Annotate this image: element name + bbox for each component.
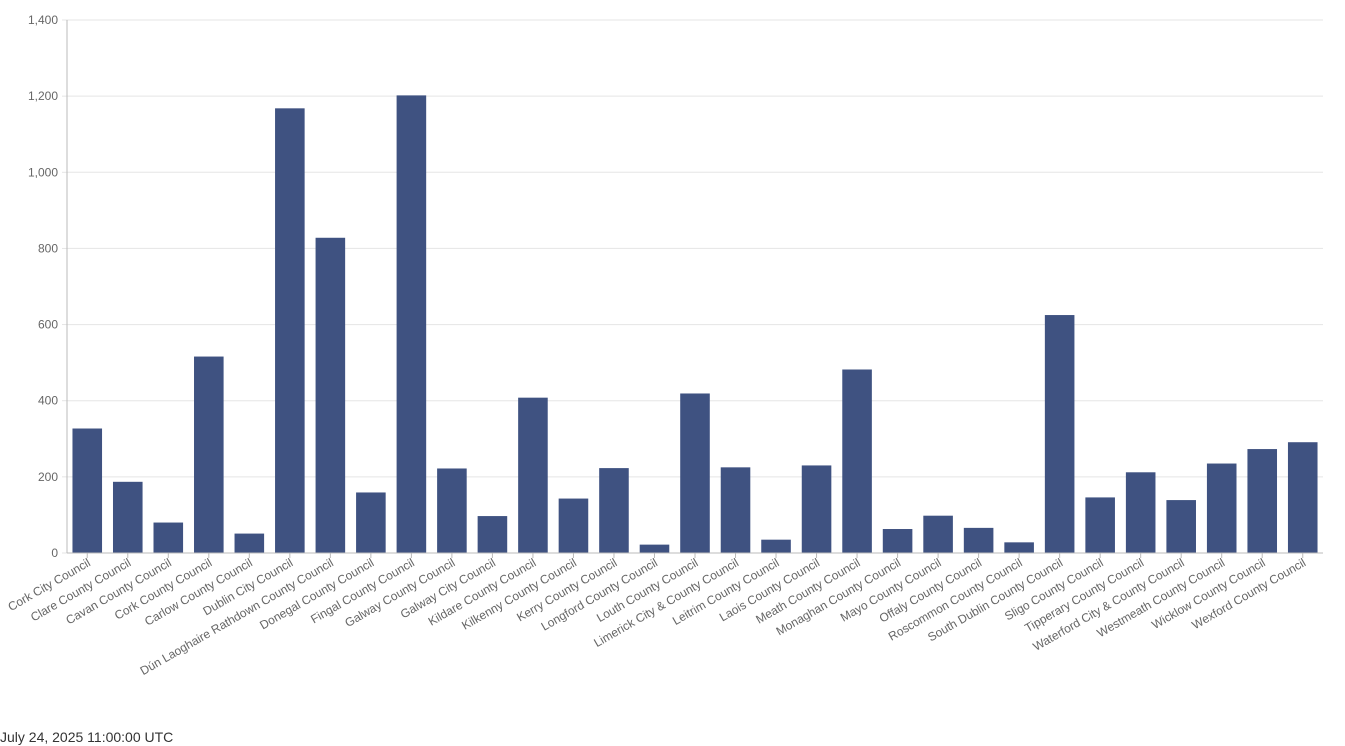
bars	[72, 95, 1318, 554]
bar[interactable]	[1044, 315, 1075, 553]
y-tick-label: 0	[51, 546, 58, 560]
bar[interactable]	[315, 237, 346, 554]
bar[interactable]	[680, 393, 710, 553]
bar[interactable]	[437, 468, 467, 553]
y-tick-label: 400	[38, 394, 58, 408]
bar[interactable]	[1166, 500, 1196, 553]
bar[interactable]	[1206, 463, 1237, 553]
bar[interactable]	[1004, 542, 1034, 553]
bar[interactable]	[356, 492, 386, 553]
bar[interactable]	[801, 465, 832, 553]
bar[interactable]	[234, 533, 265, 553]
timestamp: July 24, 2025 11:00:00 UTC	[0, 729, 174, 745]
y-axis-ticks: 0 200 400 600 800 1,000 1,200 1,400	[28, 13, 67, 560]
bar[interactable]	[275, 108, 305, 553]
bar[interactable]	[1125, 472, 1156, 553]
bar[interactable]	[112, 481, 143, 553]
bar[interactable]	[599, 468, 629, 553]
bar[interactable]	[720, 467, 751, 553]
bar[interactable]	[639, 544, 670, 553]
bar[interactable]	[194, 356, 224, 553]
bar[interactable]	[558, 498, 589, 553]
bar[interactable]	[923, 515, 953, 553]
bar[interactable]	[396, 95, 427, 553]
bar[interactable]	[72, 428, 103, 553]
bar[interactable]	[153, 522, 184, 553]
y-tick-label: 1,400	[28, 13, 58, 27]
bar[interactable]	[518, 397, 548, 553]
bar-chart: 0 200 400 600 800 1,000 1,200 1,400 Cork City C…	[5, 13, 1323, 714]
y-tick-label: 200	[38, 470, 58, 484]
bar[interactable]	[1085, 497, 1115, 553]
y-tick-label: 1,000	[28, 165, 58, 179]
bar[interactable]	[477, 516, 508, 553]
y-tick-label: 1,200	[28, 89, 58, 103]
bar[interactable]	[761, 539, 791, 553]
axes	[66, 20, 1323, 558]
bar[interactable]	[842, 369, 872, 553]
bar[interactable]	[1287, 442, 1318, 553]
bar[interactable]	[1247, 449, 1278, 553]
y-tick-label: 800	[38, 241, 58, 255]
bar[interactable]	[882, 529, 913, 553]
bar[interactable]	[963, 527, 994, 553]
y-tick-label: 600	[38, 318, 58, 332]
